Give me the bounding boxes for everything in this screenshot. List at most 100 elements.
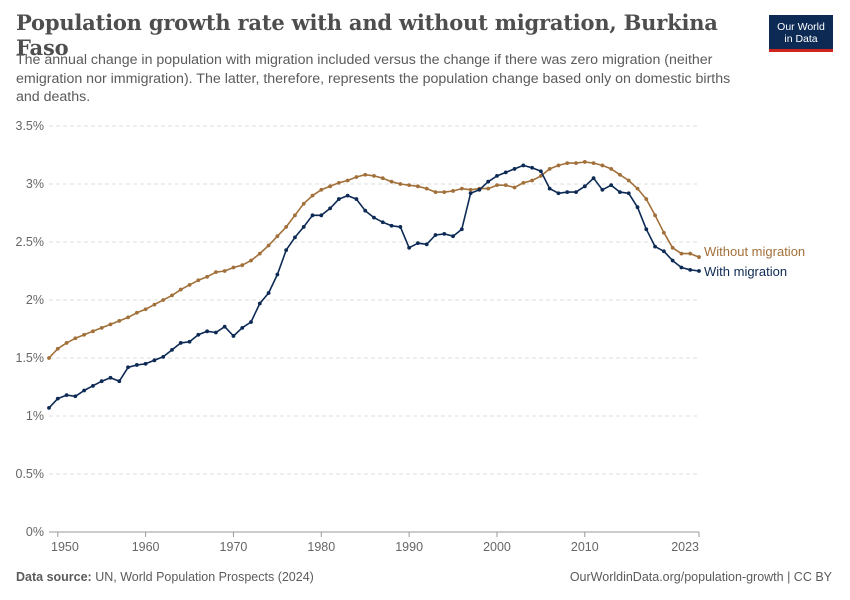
data-point: [468, 191, 473, 196]
data-point: [618, 172, 622, 177]
series-with-migration: [47, 163, 701, 410]
data-point: [679, 265, 684, 270]
data-point: [222, 269, 227, 273]
data-point: [205, 274, 210, 279]
data-point: [231, 334, 236, 338]
data-point: [205, 329, 210, 334]
data-point: [433, 233, 438, 237]
data-point: [345, 178, 350, 183]
data-point: [591, 176, 596, 181]
data-point: [222, 324, 227, 329]
data-point: [117, 318, 122, 323]
data-point: [187, 339, 192, 344]
data-point: [416, 241, 420, 246]
data-point: [459, 227, 464, 232]
x-tick-label: 1960: [132, 540, 160, 554]
data-point: [354, 197, 359, 201]
data-point: [55, 346, 60, 351]
owid-logo[interactable]: Our World in Data: [769, 15, 833, 52]
series-label: With migration: [704, 264, 787, 279]
data-point: [73, 394, 78, 399]
series-labels: Without migration With migration: [704, 244, 805, 279]
logo-line-2: in Data: [784, 33, 818, 45]
data-point: [424, 186, 429, 191]
data-point: [380, 176, 385, 181]
data-point: [688, 267, 693, 272]
data-point: [152, 302, 157, 307]
data-point: [670, 245, 675, 250]
data-point: [249, 320, 253, 324]
data-point: [328, 184, 332, 189]
data-point: [345, 193, 350, 198]
data-point: [582, 184, 587, 189]
chart-title: Population growth rate with and without …: [16, 10, 718, 60]
data-point: [284, 248, 289, 253]
data-point: [538, 173, 543, 178]
data-point: [363, 208, 368, 213]
data-point: [574, 190, 578, 195]
line-chart: 0% 0.5% 1% 1.5% 2% 2.5% 3% 3.5% 1950 1960 1970 198…: [16, 119, 806, 554]
y-tick-label: 3%: [26, 177, 44, 191]
data-point: [363, 172, 368, 177]
data-point: [653, 213, 657, 218]
y-tick-label: 3.5%: [16, 119, 45, 133]
data-source-text: UN, World Population Prospects (2024): [91, 570, 314, 584]
data-point: [143, 307, 148, 312]
data-point: [170, 293, 174, 298]
data-point: [556, 191, 561, 196]
chart-subtitle: The annual change in population with mig…: [16, 52, 731, 105]
data-point: [521, 163, 526, 168]
data-point: [442, 231, 447, 236]
data-point: [512, 185, 517, 190]
data-point: [91, 329, 95, 334]
data-point: [152, 358, 157, 363]
data-point: [266, 243, 271, 248]
data-point: [416, 184, 420, 189]
data-point: [521, 180, 526, 185]
data-point: [459, 186, 464, 191]
data-point: [451, 234, 455, 239]
data-point: [503, 183, 508, 188]
data-point: [213, 270, 218, 275]
data-point: [55, 396, 60, 401]
footer-link[interactable]: OurWorldinData.org/population-growth | C…: [569, 570, 832, 584]
series-line: [48, 164, 700, 409]
data-point: [161, 354, 166, 359]
data-point: [134, 363, 139, 367]
data-point: [644, 227, 649, 232]
data-point: [64, 393, 69, 398]
data-point: [380, 220, 385, 225]
data-point: [284, 225, 289, 229]
data-point: [82, 388, 87, 393]
y-tick-label: 0%: [26, 525, 44, 539]
data-point: [512, 167, 517, 171]
data-point: [495, 183, 499, 188]
data-point: [301, 201, 306, 206]
y-tick-label: 2%: [26, 293, 44, 307]
data-point: [600, 187, 605, 192]
data-point: [73, 336, 78, 341]
data-point: [398, 182, 403, 186]
data-point: [178, 287, 183, 292]
series-label: Without migration: [704, 244, 805, 259]
data-source: Data source: UN, World Population Prospe…: [16, 570, 314, 584]
data-point: [372, 173, 376, 178]
data-point: [433, 190, 438, 195]
data-point: [275, 234, 280, 239]
data-point: [143, 361, 148, 366]
data-point: [424, 242, 429, 247]
data-point: [213, 330, 218, 335]
data-point: [389, 179, 394, 184]
data-point: [635, 205, 640, 210]
y-axis-labels: 0% 0.5% 1% 1.5% 2% 2.5% 3% 3.5%: [16, 119, 45, 539]
data-point: [407, 245, 412, 250]
data-point: [495, 173, 499, 178]
data-point: [319, 213, 324, 218]
data-point: [257, 301, 262, 306]
data-point: [310, 193, 315, 198]
data-point: [477, 187, 482, 192]
data-point: [468, 187, 473, 192]
data-point: [661, 230, 666, 235]
data-point: [319, 187, 324, 192]
data-point: [547, 186, 552, 191]
